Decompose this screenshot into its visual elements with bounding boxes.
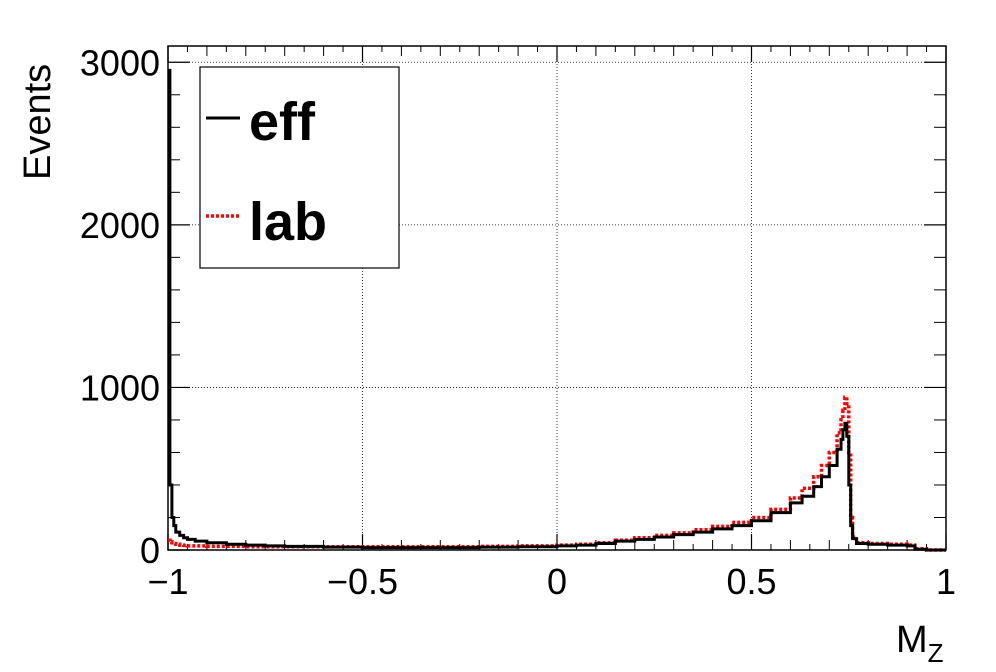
- series-line-eff: [168, 68, 946, 552]
- y-tick-label: 3000: [80, 42, 160, 83]
- legend-label-lab: lab: [249, 192, 327, 252]
- y-tick-label: 1000: [80, 367, 160, 408]
- x-axis-title-main: M: [896, 619, 928, 661]
- x-axis-title: MZ: [896, 619, 944, 668]
- tick-labels: −1 −0.5 0 0.5 1 0 1000 2000 3000: [80, 42, 956, 602]
- x-tick-label: −1: [147, 561, 188, 602]
- y-tick-label: 2000: [80, 205, 160, 246]
- x-tick-label: 0: [547, 561, 567, 602]
- y-axis-title: Events: [17, 64, 59, 180]
- legend: eff lab: [199, 66, 400, 269]
- legend-label-eff: eff: [249, 92, 316, 152]
- x-axis-title-subscript: Z: [928, 638, 944, 668]
- x-tick-label: 0.5: [726, 561, 776, 602]
- y-tick-label: 0: [140, 530, 160, 571]
- legend-box: [199, 66, 400, 269]
- series-layer: [168, 68, 946, 552]
- x-tick-label: −0.5: [327, 561, 398, 602]
- x-tick-label: 1: [936, 561, 956, 602]
